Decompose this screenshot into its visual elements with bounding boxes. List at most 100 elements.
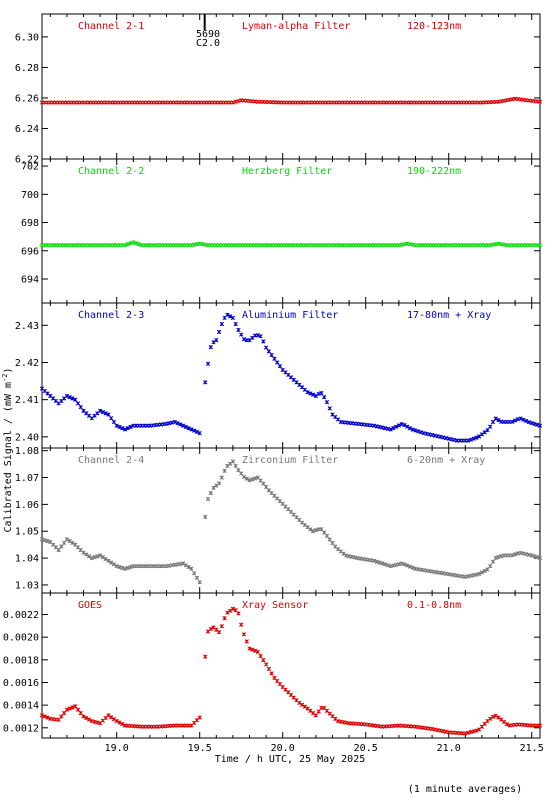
data-point (479, 570, 485, 575)
data-point (106, 412, 111, 417)
y-tick-label: 6.26 (15, 93, 39, 104)
y-tick-label: 700 (21, 190, 39, 201)
y-tick-label: 702 (21, 162, 39, 173)
x-tick-label: 21.0 (437, 743, 461, 754)
data-point (391, 425, 396, 431)
data-point (186, 564, 191, 570)
data-point (208, 626, 213, 632)
data-point (236, 327, 241, 333)
data-point (75, 401, 81, 406)
data-point (117, 720, 122, 725)
data-point (81, 714, 86, 719)
data-point (518, 416, 523, 421)
data-point (263, 345, 269, 350)
y-axis-title: Calibrated Signal / (mW m-2) (1, 368, 14, 533)
y-tick-label: 1.06 (15, 500, 39, 511)
data-point (86, 717, 92, 722)
data-point (73, 704, 78, 709)
data-point (241, 632, 247, 637)
data-point (490, 559, 496, 564)
data-point (322, 530, 327, 535)
panels-group: 6.22 6.24 6.26 6.28 6.30 Channel 2-1 Lyman-alp… (3, 13, 544, 754)
data-point (84, 715, 89, 721)
data-point (216, 481, 222, 486)
data-point (131, 240, 136, 245)
data-point (122, 242, 128, 248)
data-point (269, 352, 274, 358)
panel-frame (41, 447, 541, 594)
data-point (100, 555, 106, 560)
data-point (192, 571, 197, 576)
data-point (258, 334, 263, 339)
data-point (468, 437, 473, 442)
data-point (225, 312, 230, 317)
marker-bottom-label: C2.0 (196, 38, 220, 49)
data-point (537, 723, 543, 728)
data-point (255, 649, 260, 655)
data-point (103, 556, 108, 562)
panel-filter-label: Xray Sensor (242, 600, 308, 611)
data-point (56, 717, 61, 723)
data-point (70, 705, 75, 710)
y-tick-label: 6.22 (15, 155, 39, 166)
panel-2: 694 696 698 700 702 Channel 2-2 Herzberg Filte… (21, 158, 543, 304)
data-point (474, 435, 479, 440)
data-point (319, 527, 324, 532)
data-point (250, 477, 255, 482)
data-point (56, 547, 61, 553)
data-point (512, 418, 518, 423)
data-point (111, 419, 117, 425)
data-point (233, 463, 238, 469)
data-point (227, 608, 233, 613)
data-point (263, 662, 269, 667)
data-point (81, 550, 86, 555)
data-point (247, 478, 252, 483)
data-point (526, 419, 532, 425)
y-tick-label: 698 (21, 218, 39, 229)
data-point (269, 671, 274, 676)
y-tick-label: 1.07 (15, 473, 39, 484)
data-point (95, 554, 100, 559)
data-point (532, 421, 537, 427)
data-point (208, 490, 213, 496)
data-point (504, 722, 509, 727)
data-point (310, 392, 316, 397)
data-point (316, 709, 321, 714)
data-point (97, 553, 103, 558)
data-point (114, 423, 119, 428)
panel-channel-label: Channel 2-1 (78, 21, 144, 32)
data-point (476, 571, 482, 577)
data-point (322, 395, 327, 400)
y-tick-label: 1.03 (15, 580, 39, 591)
data-point (402, 422, 407, 428)
data-point (230, 459, 236, 464)
data-point (521, 417, 526, 422)
panel-band-label: 190-222nm (407, 166, 461, 177)
data-point (266, 666, 272, 672)
data-point (219, 321, 224, 327)
data-point (78, 710, 83, 716)
data-point (471, 436, 476, 441)
data-point (399, 421, 404, 427)
data-point (380, 561, 385, 566)
data-point (109, 416, 114, 421)
data-point (70, 540, 75, 546)
data-point (183, 424, 189, 430)
data-point (64, 393, 70, 399)
data-point (70, 396, 75, 401)
y-tick-label: 0.0016 (3, 678, 39, 689)
data-point (197, 430, 202, 436)
data-point (64, 707, 70, 712)
data-point (219, 624, 224, 629)
y-tick-label: 6.30 (15, 32, 39, 43)
data-point (510, 553, 515, 558)
data-point (120, 426, 125, 431)
data-point (197, 715, 202, 720)
data-point (488, 716, 493, 721)
footnote: (1 minute averages) (408, 784, 522, 795)
data-point (266, 349, 272, 354)
data-point (341, 551, 346, 556)
data-point (252, 648, 258, 653)
y-tick-label: 1.05 (15, 527, 39, 538)
